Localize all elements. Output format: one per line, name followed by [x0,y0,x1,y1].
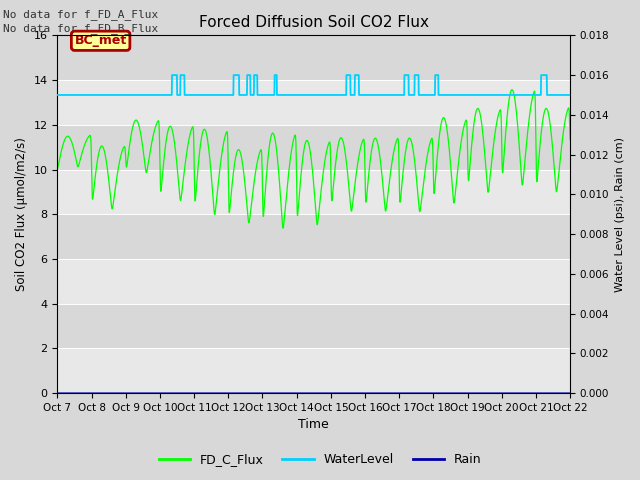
Text: No data for f_FD_A_Flux: No data for f_FD_A_Flux [3,9,159,20]
Y-axis label: Water Level (psi), Rain (cm): Water Level (psi), Rain (cm) [615,137,625,292]
Text: BC_met: BC_met [74,34,127,47]
Bar [58,304,570,348]
Bar [58,259,570,304]
Text: No data for f_FD_B_Flux: No data for f_FD_B_Flux [3,23,159,34]
Legend: FD_C_Flux, WaterLevel, Rain: FD_C_Flux, WaterLevel, Rain [154,448,486,471]
X-axis label: Time: Time [298,419,329,432]
Bar [58,125,570,169]
Y-axis label: Soil CO2 Flux (μmol/m2/s): Soil CO2 Flux (μmol/m2/s) [15,137,28,291]
Bar [58,169,570,214]
Bar [58,36,570,80]
Bar [58,214,570,259]
Bar [58,80,570,125]
Bar [58,348,570,393]
Title: Forced Diffusion Soil CO2 Flux: Forced Diffusion Soil CO2 Flux [199,15,429,30]
